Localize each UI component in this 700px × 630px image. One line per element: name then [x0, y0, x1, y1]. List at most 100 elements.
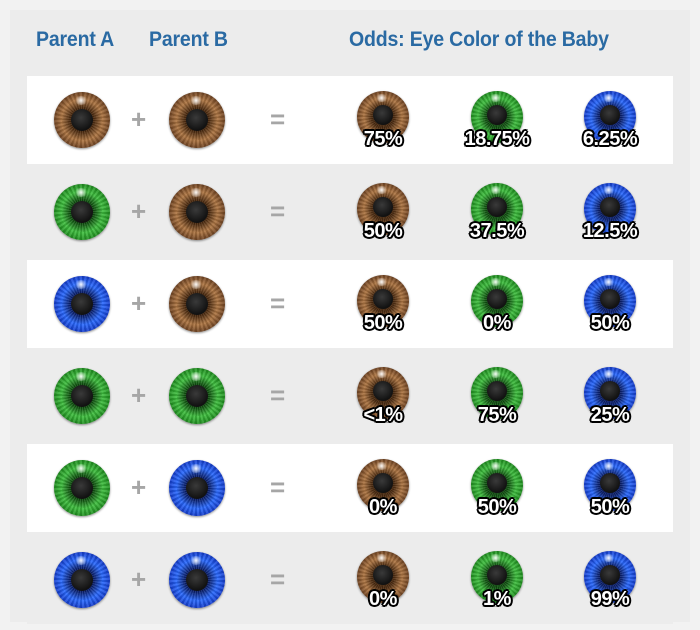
eye-glint [602, 554, 615, 562]
baby-brown-eye-icon [357, 183, 409, 235]
eye-glint [74, 280, 88, 289]
pupil [71, 385, 93, 407]
pupil [600, 197, 620, 217]
baby-brown-eye-icon [357, 459, 409, 511]
equals-sign: = [270, 104, 286, 134]
eye-glint [489, 370, 502, 378]
equals-sign: = [270, 564, 286, 594]
equals-sign: = [270, 472, 286, 502]
baby-blue-eye-icon [584, 551, 636, 603]
eye-glint [189, 556, 203, 565]
pupil [600, 381, 620, 401]
baby-brown-eye-icon [357, 367, 409, 419]
baby-blue-eye-icon [584, 91, 636, 143]
eye-glint [375, 278, 388, 286]
odds-green-percent: 1% [483, 588, 511, 610]
eye-glint [489, 94, 502, 102]
odds-row: + = 75% 18.75% 6.25% [27, 76, 673, 164]
pupil [373, 381, 393, 401]
pupil [186, 569, 208, 591]
baby-brown-eye-icon [357, 551, 409, 603]
odds-green-percent: 18.75% [464, 128, 530, 150]
odds-row: + = 0% 50% 50% [27, 444, 673, 532]
odds-blue-percent: 50% [590, 312, 630, 334]
eye-glint [74, 556, 88, 565]
odds-blue-percent: 50% [590, 496, 630, 518]
pupil [186, 477, 208, 499]
odds-brown-percent: 50% [363, 220, 403, 242]
pupil [186, 385, 208, 407]
plus-sign: + [131, 104, 147, 134]
plus-sign: + [131, 288, 147, 318]
equals-sign: = [270, 380, 286, 410]
odds-row: + = 0% 1% 99% [27, 536, 673, 624]
baby-blue-eye-icon [584, 459, 636, 511]
pupil [373, 105, 393, 125]
baby-green-eye-icon [471, 183, 523, 235]
parent-b-brown-eye-icon [169, 92, 225, 148]
odds-blue-percent: 12.5% [582, 220, 638, 242]
odds-green-percent: 37.5% [469, 220, 525, 242]
plus-sign: + [131, 472, 147, 502]
pupil [71, 477, 93, 499]
pupil [487, 381, 507, 401]
parent-a-green-eye-icon [54, 460, 110, 516]
odds-brown-percent: 0% [369, 588, 397, 610]
baby-blue-eye-icon [584, 183, 636, 235]
eye-glint [489, 278, 502, 286]
eye-glint [602, 186, 615, 194]
eye-glint [74, 464, 88, 473]
header-parent-b: Parent B [149, 28, 228, 51]
pupil [186, 293, 208, 315]
eye-glint [189, 96, 203, 105]
baby-green-eye-icon [471, 367, 523, 419]
eye-glint [375, 554, 388, 562]
pupil [186, 109, 208, 131]
baby-blue-eye-icon [584, 275, 636, 327]
eye-glint [602, 370, 615, 378]
pupil [487, 565, 507, 585]
baby-green-eye-icon [471, 275, 523, 327]
equals-sign: = [270, 288, 286, 318]
odds-brown-percent: 0% [369, 496, 397, 518]
eye-glint [489, 462, 502, 470]
baby-green-eye-icon [471, 459, 523, 511]
eye-glint [375, 370, 388, 378]
baby-blue-eye-icon [584, 367, 636, 419]
pupil [373, 565, 393, 585]
baby-brown-eye-icon [357, 275, 409, 327]
parent-a-blue-eye-icon [54, 276, 110, 332]
parent-a-brown-eye-icon [54, 92, 110, 148]
eye-glint [375, 462, 388, 470]
pupil [487, 197, 507, 217]
odds-row: + = 50% 0% 50% [27, 260, 673, 348]
pupil [373, 197, 393, 217]
baby-green-eye-icon [471, 551, 523, 603]
header-parent-a: Parent A [36, 28, 115, 51]
eye-glint [189, 372, 203, 381]
pupil [71, 201, 93, 223]
parent-a-green-eye-icon [54, 184, 110, 240]
eye-glint [602, 278, 615, 286]
pupil [600, 289, 620, 309]
eye-glint [489, 186, 502, 194]
odds-row: + = <1% 75% 25% [27, 352, 673, 440]
baby-brown-eye-icon [357, 91, 409, 143]
pupil [71, 569, 93, 591]
parent-b-green-eye-icon [169, 368, 225, 424]
pupil [373, 473, 393, 493]
odds-green-percent: 75% [477, 404, 517, 426]
eye-glint [189, 188, 203, 197]
eye-glint [489, 554, 502, 562]
pupil [373, 289, 393, 309]
eye-glint [375, 94, 388, 102]
eye-glint [189, 464, 203, 473]
equals-sign: = [270, 196, 286, 226]
parent-a-green-eye-icon [54, 368, 110, 424]
eye-glint [74, 188, 88, 197]
pupil [600, 105, 620, 125]
odds-green-percent: 0% [483, 312, 511, 334]
pupil [487, 105, 507, 125]
odds-brown-percent: <1% [363, 404, 403, 426]
pupil [71, 109, 93, 131]
